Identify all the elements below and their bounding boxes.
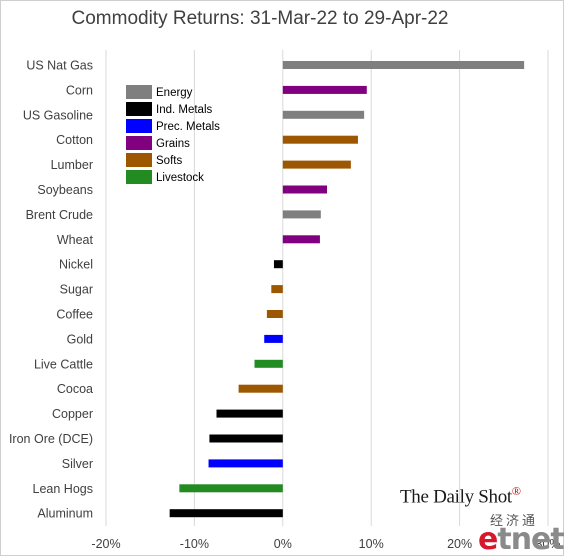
publisher-logo: 经济通 etnet — [478, 510, 564, 557]
category-label: Aluminum — [37, 507, 93, 521]
legend-label: Softs — [156, 155, 182, 167]
bar — [216, 409, 283, 418]
legend-swatch — [126, 136, 152, 150]
publisher-wordmark: etnet — [478, 522, 564, 557]
source-watermark: The Daily Shot® — [400, 484, 521, 508]
legend-label: Livestock — [156, 172, 204, 184]
source-name: The Daily Shot — [400, 486, 512, 508]
category-label: Iron Ore (DCE) — [9, 432, 93, 446]
x-tick-label: 20% — [447, 537, 472, 551]
category-labels: US Nat Gas Corn US Gasoline Cotton Lumber Soy… — [9, 59, 94, 521]
bar — [282, 210, 321, 219]
legend-swatch — [126, 153, 152, 167]
x-tick-label: -10% — [180, 537, 209, 551]
x-tick-label: 10% — [359, 537, 384, 551]
legend-label: Energy — [156, 87, 193, 99]
category-label: Sugar — [60, 283, 93, 297]
category-label: Lumber — [51, 158, 93, 172]
bar — [179, 484, 283, 493]
bar — [264, 334, 283, 343]
category-label: Coffee — [56, 308, 93, 322]
bar — [282, 110, 365, 119]
legend-swatch — [126, 102, 152, 116]
category-label: Silver — [62, 457, 93, 471]
publisher-wordmark-e: e — [478, 522, 498, 557]
bar — [271, 285, 283, 294]
bar — [209, 434, 283, 443]
category-label: Copper — [52, 407, 93, 421]
x-axis-ticks: -20% -10% 0% 10% 20% 30% — [91, 537, 560, 551]
category-label: US Nat Gas — [26, 59, 93, 73]
bar — [254, 359, 283, 368]
publisher-chinese-name: 经济通 — [490, 514, 539, 529]
category-label: Wheat — [57, 233, 94, 247]
bar — [273, 260, 283, 269]
category-label: Nickel — [59, 258, 93, 272]
bar — [282, 160, 351, 169]
chart-title: Commodity Returns: 31-Mar-22 to 29-Apr-2… — [71, 8, 449, 29]
legend-swatch — [126, 85, 152, 99]
bar — [208, 459, 283, 468]
x-tick-label: 0% — [274, 537, 292, 551]
legend-label: Ind. Metals — [156, 104, 212, 116]
publisher-wordmark-rest: tnet — [497, 522, 564, 557]
category-label: Live Cattle — [34, 357, 93, 371]
category-label: Corn — [66, 83, 93, 97]
bar — [282, 235, 320, 244]
category-label: US Gasoline — [23, 108, 93, 122]
x-tick-label: 30% — [535, 537, 560, 551]
bar — [282, 185, 327, 194]
bar — [282, 85, 367, 94]
legend-swatch — [126, 119, 152, 133]
bar — [169, 509, 283, 518]
legend-label: Grains — [156, 138, 190, 150]
bar — [282, 61, 525, 69]
category-label: Brent Crude — [26, 208, 93, 222]
category-label: Cotton — [56, 133, 93, 147]
legend-label: Prec. Metals — [156, 121, 220, 133]
source-mark: ® — [511, 484, 521, 498]
bar — [238, 384, 283, 393]
category-label: Gold — [67, 332, 93, 346]
category-label: Cocoa — [57, 382, 93, 396]
bar — [266, 310, 283, 318]
category-label: Soybeans — [37, 183, 93, 197]
category-label: Lean Hogs — [33, 482, 93, 496]
bars — [169, 61, 525, 518]
legend-swatch — [126, 170, 152, 184]
bar — [282, 135, 358, 144]
x-tick-label: -20% — [91, 537, 120, 551]
legend: Energy Ind. Metals Prec. Metals Grains Softs… — [126, 85, 220, 184]
